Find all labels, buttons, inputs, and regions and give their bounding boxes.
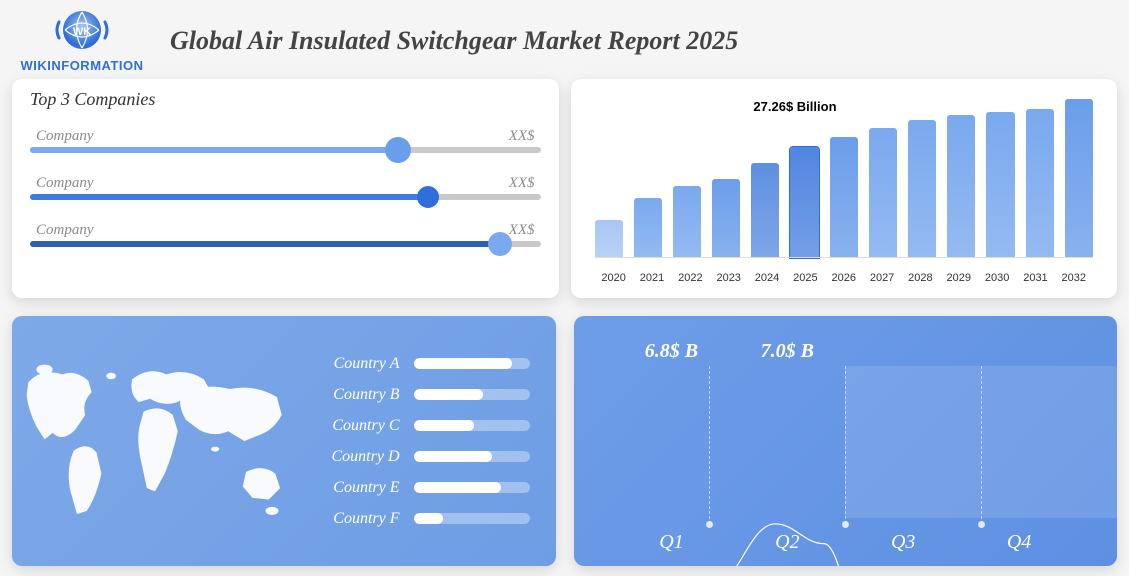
slider-thumb[interactable] [488, 232, 512, 256]
quarter-label: Q2 [729, 531, 845, 554]
barchart-card: 27.26$ Billion 2020202120222023202420252… [571, 79, 1118, 298]
bar-x-label: 2022 [671, 272, 709, 284]
bar [830, 137, 858, 258]
bar-x-label: 2029 [940, 272, 978, 284]
bar [869, 128, 897, 258]
company-row: Company XX$ [30, 128, 541, 153]
market-bar-chart: 27.26$ Billion 2020202120222023202420252… [589, 89, 1100, 284]
country-bar [414, 358, 530, 369]
company-name: Company [36, 175, 94, 192]
bar-x-label: 2021 [633, 272, 671, 284]
company-slider[interactable] [30, 241, 541, 247]
bar [712, 179, 740, 259]
bar [673, 186, 701, 258]
bar [595, 220, 623, 258]
bar [908, 120, 936, 258]
country-row: Country A [305, 355, 530, 373]
bar-x-label: 2028 [901, 272, 939, 284]
companies-card: Top 3 Companies CompanyXX$CompanyXX$Comp… [12, 79, 559, 298]
country-label: Country C [305, 417, 400, 435]
bar [751, 163, 779, 258]
header: WK WIKINFORMATION Global Air Insulated S… [12, 8, 1117, 73]
quarters-card: 6.8$ B7.0$ B Q1Q2Q3Q4 [574, 316, 1118, 566]
bar-x-label: 2020 [595, 272, 633, 284]
bar [634, 198, 662, 258]
bar-x-label: 2025 [786, 272, 824, 284]
quarter-line-chart [574, 316, 1118, 566]
country-bar [414, 420, 530, 431]
company-row: Company XX$ [30, 222, 541, 247]
bar-x-label: 2032 [1055, 272, 1093, 284]
bar-x-label: 2024 [748, 272, 786, 284]
country-label: Country F [305, 510, 400, 528]
bar [947, 115, 975, 258]
country-list: Country A Country B Country C Country D Coun… [305, 316, 556, 566]
country-row: Country D [305, 448, 530, 466]
country-label: Country D [305, 448, 400, 466]
country-row: Country B [305, 386, 530, 404]
country-bar [414, 482, 530, 493]
brand-logo: WK WIKINFORMATION [12, 8, 152, 73]
quarter-label: Q1 [614, 531, 730, 554]
bar [1065, 99, 1093, 258]
country-label: Country B [305, 386, 400, 404]
bar-x-label: 2026 [825, 272, 863, 284]
barchart-axis [595, 257, 1094, 258]
company-name: Company [36, 128, 94, 145]
country-label: Country E [305, 479, 400, 497]
company-name: Company [36, 222, 94, 239]
countries-card: Country A Country B Country C Country D Coun… [12, 316, 556, 566]
company-slider[interactable] [30, 147, 541, 153]
company-slider[interactable] [30, 194, 541, 200]
country-bar [414, 513, 530, 524]
country-row: Country F [305, 510, 530, 528]
company-value: XX$ [509, 128, 535, 145]
country-bar [414, 389, 530, 400]
slider-thumb[interactable] [385, 137, 411, 163]
brand-name: WIKINFORMATION [20, 58, 143, 73]
companies-title: Top 3 Companies [30, 89, 541, 110]
company-row: Company XX$ [30, 175, 541, 200]
bar-x-label: 2027 [863, 272, 901, 284]
bar [790, 147, 818, 258]
country-row: Country C [305, 417, 530, 435]
bar-x-label: 2030 [978, 272, 1016, 284]
bar-x-label: 2023 [710, 272, 748, 284]
company-value: XX$ [509, 175, 535, 192]
bar-x-label: 2031 [1016, 272, 1054, 284]
country-bar [414, 451, 530, 462]
quarter-labels: Q1Q2Q3Q4 [574, 531, 1118, 554]
country-row: Country E [305, 479, 530, 497]
bar [1026, 109, 1054, 258]
globe-icon: WK [53, 8, 111, 56]
world-map [12, 316, 305, 566]
quarter-label: Q4 [961, 531, 1077, 554]
slider-thumb[interactable] [417, 186, 439, 208]
barchart-x-labels: 2020202120222023202420252026202720282029… [595, 272, 1094, 284]
quarter-label: Q3 [845, 531, 961, 554]
bottom-row: Country A Country B Country C Country D Coun… [12, 316, 1117, 566]
country-label: Country A [305, 355, 400, 373]
bar [986, 112, 1014, 258]
page-title: Global Air Insulated Switchgear Market R… [170, 26, 738, 56]
top-row: Top 3 Companies CompanyXX$CompanyXX$Comp… [12, 79, 1117, 298]
svg-text:WK: WK [73, 26, 91, 38]
company-value: XX$ [509, 222, 535, 239]
